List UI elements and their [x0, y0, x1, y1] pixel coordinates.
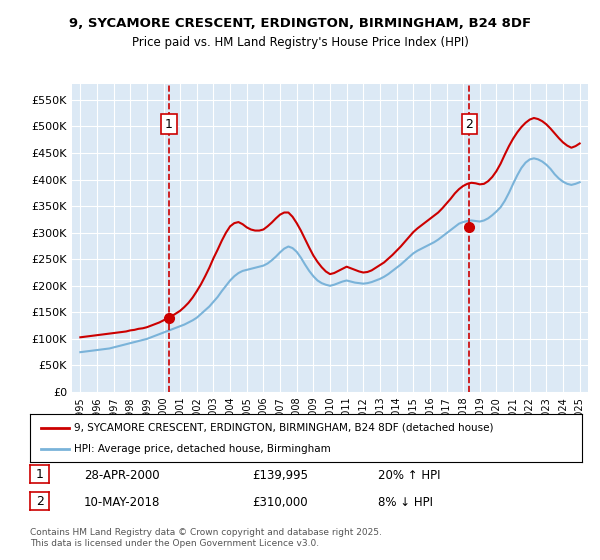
Text: Contains HM Land Registry data © Crown copyright and database right 2025.
This d: Contains HM Land Registry data © Crown c…: [30, 528, 382, 548]
Text: Price paid vs. HM Land Registry's House Price Index (HPI): Price paid vs. HM Land Registry's House …: [131, 36, 469, 49]
Text: 2: 2: [466, 118, 473, 130]
Text: 10-MAY-2018: 10-MAY-2018: [84, 496, 160, 509]
Text: 1: 1: [165, 118, 173, 130]
Text: HPI: Average price, detached house, Birmingham: HPI: Average price, detached house, Birm…: [74, 444, 331, 454]
Text: 2: 2: [35, 494, 44, 508]
Text: 20% ↑ HPI: 20% ↑ HPI: [378, 469, 440, 482]
Text: 8% ↓ HPI: 8% ↓ HPI: [378, 496, 433, 509]
Text: £310,000: £310,000: [252, 496, 308, 509]
Text: 28-APR-2000: 28-APR-2000: [84, 469, 160, 482]
Text: 9, SYCAMORE CRESCENT, ERDINGTON, BIRMINGHAM, B24 8DF: 9, SYCAMORE CRESCENT, ERDINGTON, BIRMING…: [69, 17, 531, 30]
Text: 1: 1: [35, 468, 44, 481]
Text: 9, SYCAMORE CRESCENT, ERDINGTON, BIRMINGHAM, B24 8DF (detached house): 9, SYCAMORE CRESCENT, ERDINGTON, BIRMING…: [74, 423, 494, 433]
Text: £139,995: £139,995: [252, 469, 308, 482]
